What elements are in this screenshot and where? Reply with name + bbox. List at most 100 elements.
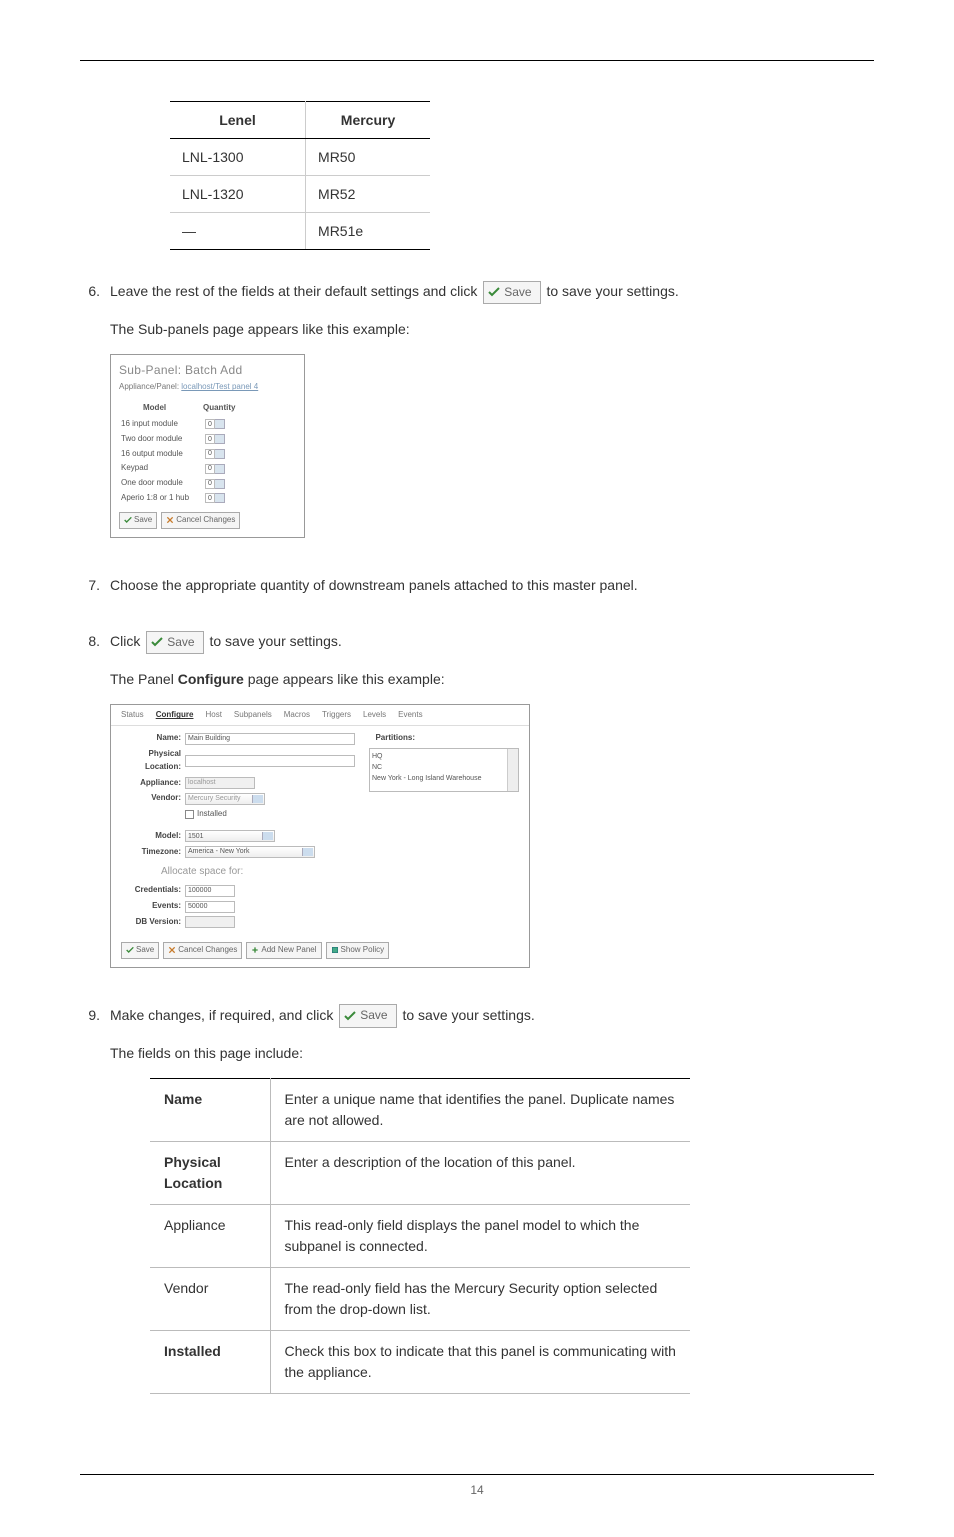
fig2-save-button[interactable]: Save [121,942,159,959]
field-desc-cell: Enter a description of the location of t… [270,1141,690,1204]
page-number: 14 [80,1483,874,1497]
fig2-name-input[interactable]: Main Building [185,733,355,745]
table-row: ApplianceThis read-only field displays t… [150,1204,690,1267]
fig1-model-row: One door module0 [119,476,296,491]
fig1-appliance-link[interactable]: localhost/Test panel 4 [181,382,258,391]
fig1-qty-value: 0 [205,464,215,474]
fig1-qty-dropdown[interactable] [215,419,225,429]
field-desc-cell: The read-only field has the Mercury Secu… [270,1267,690,1330]
compare-header-right: Mercury [306,102,430,139]
step-8-text-2: The Panel Configure page appears like th… [110,668,874,690]
fig2-model-select[interactable]: 1501 [185,830,275,842]
page-bottom-rule [80,1474,874,1475]
fig1-qty-dropdown[interactable] [215,464,225,474]
fig1-qty-value: 0 [205,479,215,489]
steps-list: 6. Leave the rest of the fields at their… [80,280,874,1394]
fig1-model-row: 16 output module0 [119,447,296,462]
fig2-dbversion-field [185,916,235,928]
fig2-partitions-listbox[interactable]: HQNCNew York - Long Island Warehouse [369,748,519,792]
step-6: 6. Leave the rest of the fields at their… [80,280,874,554]
fig2-location-label: Physical Location: [121,748,185,774]
fig2-events-input[interactable]: 50000 [185,901,235,913]
field-name-cell: Name [150,1078,270,1141]
fig2-add-panel-button[interactable]: Add New Panel [246,942,321,959]
save-button-inline[interactable]: Save [146,631,203,654]
fig2-tab[interactable]: Macros [284,709,310,722]
fig2-credentials-input[interactable]: 100000 [185,885,235,897]
fig2-installed-label: Installed [197,808,227,821]
fig1-qty-dropdown[interactable] [215,493,225,503]
fig2-partition-item[interactable]: NC [372,762,516,773]
table-row: —MR51e [170,213,430,250]
field-name-cell: Appliance [150,1204,270,1267]
fig1-model-row: Aperio 1:8 or 1 hub0 [119,491,296,506]
step-9-text-1: Make changes, if required, and click Sav… [110,1004,874,1028]
save-button-inline[interactable]: Save [339,1004,396,1027]
fig2-tab[interactable]: Status [121,709,144,722]
fig1-qty-value: 0 [205,434,215,444]
step-8: 8. Click Save to save your settings. The… [80,630,874,984]
fig1-save-button[interactable]: Save [119,512,157,529]
fig2-partitions-label: Partitions: [369,732,419,745]
fig2-dbversion-label: DB Version: [121,916,185,929]
fig2-installed-checkbox[interactable] [185,810,194,819]
fig2-credentials-label: Credentials: [121,884,185,897]
fig2-appliance-label: Appliance: [121,777,185,790]
fig2-partition-item[interactable]: New York - Long Island Warehouse [372,773,516,784]
compare-cell-left: — [170,213,306,250]
field-desc-cell: Enter a unique name that identifies the … [270,1078,690,1141]
step-7-text: Choose the appropriate quantity of downs… [110,574,874,596]
fig1-model-label: Keypad [121,462,205,475]
fig2-tab[interactable]: Levels [363,709,386,722]
compare-cell-right: MR52 [306,176,430,213]
fig2-appliance-field: localhost [185,777,255,789]
compare-table: Lenel Mercury LNL-1300MR50LNL-1320MR52—M… [170,101,430,250]
fig2-tab[interactable]: Subpanels [234,709,272,722]
fig1-model-label: One door module [121,477,205,490]
fig1-qty-value: 0 [205,493,215,503]
step-6-text-2: The Sub-panels page appears like this ex… [110,318,874,340]
page-top-rule [80,60,874,61]
table-row: InstalledCheck this box to indicate that… [150,1330,690,1393]
policy-icon [331,946,339,954]
fig2-tab[interactable]: Events [398,709,422,722]
compare-cell-right: MR50 [306,139,430,176]
fig2-tz-select[interactable]: America - New York [185,846,315,858]
step-number: 6. [80,280,110,554]
fig1-qty-dropdown[interactable] [215,479,225,489]
fig2-tab[interactable]: Host [205,709,221,722]
fig1-qty-dropdown[interactable] [215,434,225,444]
fig2-events-label: Events: [121,900,185,913]
fig2-name-label: Name: [121,732,185,745]
step-9-text-2: The fields on this page include: [110,1042,874,1064]
plus-icon [251,946,259,954]
subpanel-batch-add-screenshot: Sub-Panel: Batch Add Appliance/Panel: lo… [110,354,305,537]
field-desc-cell: This read-only field displays the panel … [270,1204,690,1267]
fig2-partition-item[interactable]: HQ [372,751,516,762]
fig2-model-label: Model: [121,830,185,843]
step-9: 9. Make changes, if required, and click … [80,1004,874,1394]
step-8-text-1: Click Save to save your settings. [110,630,874,654]
fig1-model-label: 16 output module [121,448,205,461]
fig1-model-row: Keypad0 [119,461,296,476]
fig1-qty-value: 0 [205,419,215,429]
fig2-show-policy-button[interactable]: Show Policy [326,942,390,959]
table-row: LNL-1320MR52 [170,176,430,213]
cancel-icon [168,946,176,954]
table-row: VendorThe read-only field has the Mercur… [150,1267,690,1330]
fig1-model-label: 16 input module [121,418,205,431]
save-button-inline[interactable]: Save [483,281,540,304]
fig2-tab[interactable]: Triggers [322,709,351,722]
field-name-cell: Physical Location [150,1141,270,1204]
fig1-cancel-button[interactable]: Cancel Changes [161,512,240,529]
fig1-qty-dropdown[interactable] [215,449,225,459]
fig2-tab[interactable]: Configure [156,709,194,722]
table-row: LNL-1300MR50 [170,139,430,176]
fig1-column-headers: Model Quantity [119,402,296,417]
fig1-model-row: Two door module0 [119,432,296,447]
fig2-location-input[interactable] [185,755,355,767]
step-6-text-1: Leave the rest of the fields at their de… [110,280,874,304]
step-7: 7. Choose the appropriate quantity of do… [80,574,874,610]
fig2-cancel-button[interactable]: Cancel Changes [163,942,242,959]
check-icon [126,946,134,954]
